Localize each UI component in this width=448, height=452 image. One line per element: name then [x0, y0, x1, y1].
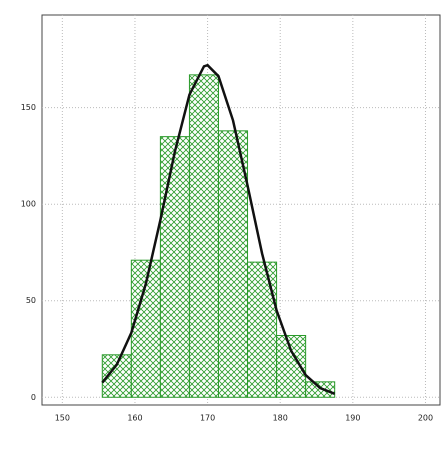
fit-curve [101, 63, 336, 395]
x-tick-label: 200 [418, 414, 433, 423]
x-tick-label: 190 [345, 414, 360, 423]
x-tick-label: 180 [273, 414, 288, 423]
y-tick-label: 150 [21, 103, 36, 112]
histogram-bar [217, 130, 249, 398]
histogram-bar [247, 261, 278, 398]
x-tick-label: 170 [200, 414, 215, 423]
histogram-bar [159, 136, 190, 398]
y-tick-label: 0 [31, 393, 36, 402]
y-tick-label: 100 [21, 200, 36, 209]
histogram-bar [305, 381, 336, 398]
x-tick-label: 160 [127, 414, 142, 423]
plot-layer: 150 160 170 180 190 200 0 50 100 150 [21, 15, 440, 423]
x-tick-label: 150 [55, 414, 70, 423]
histogram-bar [188, 74, 219, 398]
y-tick-label: 50 [26, 296, 36, 305]
